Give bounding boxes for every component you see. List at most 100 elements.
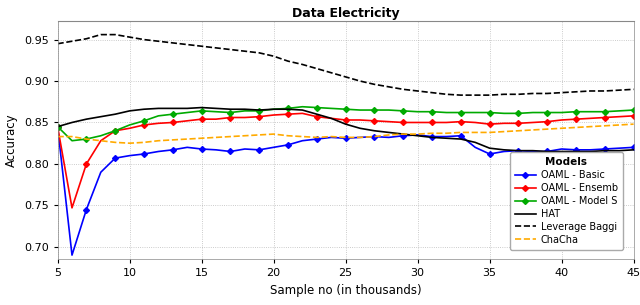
- OAML - Basic: [125, 154, 134, 157]
- Leverage Baggi: [241, 49, 248, 53]
- Legend: OAML - Basic, OAML - Ensemb, OAML - Model S, HAT, Leverage Baggi, ChaCha: OAML - Basic, OAML - Ensemb, OAML - Mode…: [510, 152, 623, 249]
- OAML - Basic: [227, 150, 234, 153]
- ChaCha: [169, 138, 177, 142]
- Leverage Baggi: [414, 89, 422, 93]
- OAML - Basic: [472, 145, 479, 149]
- HAT: [443, 136, 451, 140]
- OAML - Basic: [601, 147, 609, 151]
- Leverage Baggi: [212, 46, 220, 50]
- ChaCha: [198, 136, 205, 140]
- Leverage Baggi: [227, 48, 234, 51]
- Leverage Baggi: [270, 54, 278, 58]
- OAML - Ensemb: [443, 121, 451, 124]
- OAML - Ensemb: [472, 121, 479, 124]
- HAT: [83, 117, 90, 121]
- HAT: [371, 129, 378, 133]
- HAT: [558, 150, 566, 153]
- HAT: [241, 107, 248, 111]
- OAML - Basic: [414, 133, 422, 137]
- OAML - Model S: [284, 106, 292, 110]
- ChaCha: [97, 139, 105, 142]
- OAML - Ensemb: [83, 162, 90, 166]
- OAML - Basic: [328, 135, 335, 139]
- OAML - Ensemb: [515, 121, 522, 125]
- OAML - Ensemb: [169, 121, 177, 124]
- OAML - Ensemb: [125, 127, 134, 130]
- OAML - Basic: [529, 150, 537, 153]
- OAML - Basic: [255, 148, 263, 152]
- OAML - Basic: [515, 149, 522, 152]
- OAML - Basic: [428, 135, 436, 138]
- OAML - Ensemb: [270, 113, 278, 117]
- ChaCha: [328, 135, 335, 138]
- OAML - Basic: [356, 135, 364, 139]
- Leverage Baggi: [83, 37, 90, 41]
- OAML - Ensemb: [255, 115, 263, 119]
- ChaCha: [212, 135, 220, 139]
- OAML - Model S: [399, 109, 407, 113]
- HAT: [515, 149, 522, 152]
- ChaCha: [630, 122, 637, 126]
- Line: OAML - Basic: OAML - Basic: [56, 124, 636, 257]
- ChaCha: [125, 142, 134, 145]
- ChaCha: [255, 133, 263, 137]
- Leverage Baggi: [500, 92, 508, 96]
- OAML - Basic: [83, 208, 90, 211]
- Leverage Baggi: [443, 92, 451, 96]
- HAT: [68, 121, 76, 124]
- OAML - Basic: [486, 152, 493, 156]
- OAML - Ensemb: [284, 112, 292, 116]
- ChaCha: [356, 135, 364, 139]
- Leverage Baggi: [68, 39, 76, 43]
- OAML - Basic: [572, 148, 580, 152]
- HAT: [457, 137, 465, 141]
- OAML - Model S: [97, 134, 105, 138]
- ChaCha: [227, 135, 234, 138]
- OAML - Model S: [414, 110, 422, 113]
- OAML - Model S: [83, 137, 90, 141]
- OAML - Model S: [313, 106, 321, 109]
- HAT: [385, 131, 392, 134]
- Leverage Baggi: [572, 90, 580, 94]
- HAT: [54, 125, 61, 128]
- X-axis label: Sample no (in thousands): Sample no (in thousands): [270, 284, 421, 297]
- OAML - Model S: [443, 111, 451, 114]
- ChaCha: [241, 134, 248, 138]
- OAML - Model S: [212, 110, 220, 113]
- OAML - Basic: [241, 147, 248, 151]
- Leverage Baggi: [371, 83, 378, 86]
- ChaCha: [601, 124, 609, 127]
- Leverage Baggi: [630, 88, 637, 91]
- OAML - Model S: [515, 112, 522, 115]
- OAML - Model S: [140, 119, 148, 123]
- OAML - Ensemb: [486, 122, 493, 126]
- OAML - Ensemb: [371, 119, 378, 123]
- Leverage Baggi: [183, 43, 191, 46]
- ChaCha: [414, 132, 422, 136]
- ChaCha: [83, 137, 90, 141]
- Leverage Baggi: [385, 85, 392, 89]
- HAT: [356, 127, 364, 130]
- OAML - Ensemb: [227, 116, 234, 119]
- OAML - Model S: [111, 129, 119, 133]
- Leverage Baggi: [97, 33, 105, 36]
- OAML - Model S: [328, 106, 335, 110]
- OAML - Ensemb: [313, 115, 321, 119]
- ChaCha: [342, 135, 349, 139]
- HAT: [270, 107, 278, 111]
- Leverage Baggi: [601, 89, 609, 93]
- HAT: [298, 108, 306, 112]
- OAML - Model S: [342, 107, 349, 111]
- OAML - Basic: [443, 135, 451, 138]
- ChaCha: [515, 129, 522, 133]
- HAT: [529, 149, 537, 152]
- ChaCha: [558, 127, 566, 130]
- OAML - Ensemb: [587, 117, 595, 120]
- OAML - Basic: [198, 147, 205, 151]
- ChaCha: [111, 141, 119, 144]
- ChaCha: [587, 125, 595, 128]
- ChaCha: [298, 135, 306, 138]
- OAML - Ensemb: [399, 121, 407, 124]
- OAML - Ensemb: [543, 120, 551, 124]
- Leverage Baggi: [298, 63, 306, 66]
